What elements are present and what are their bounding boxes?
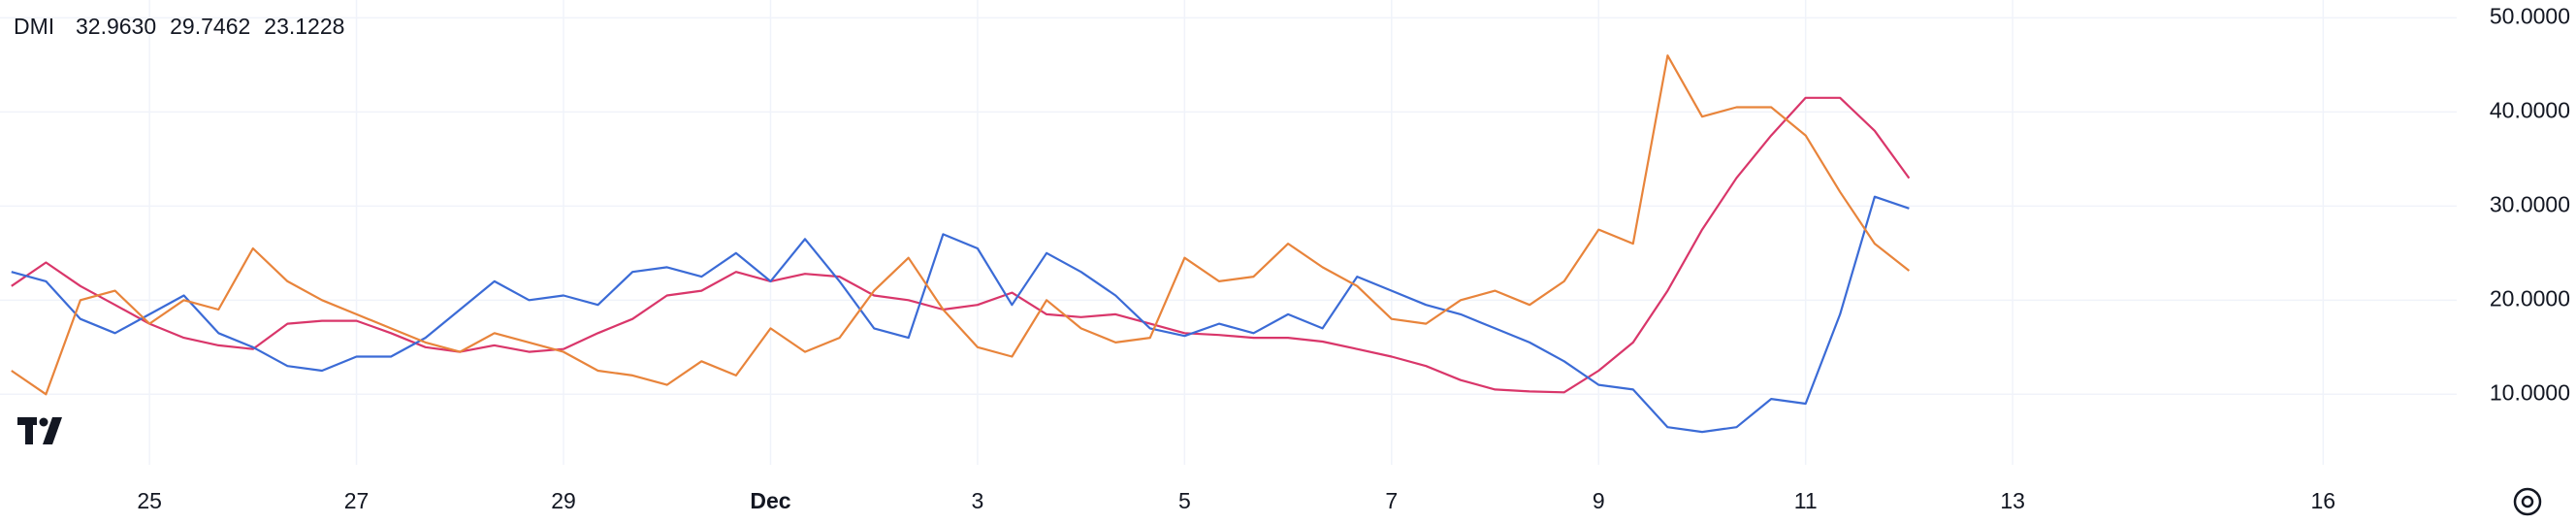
x-tick-label: 5	[1178, 488, 1191, 513]
logo-part	[43, 417, 62, 444]
legend-value: 23.1228	[264, 14, 344, 39]
legend-value: 29.7462	[170, 14, 250, 39]
icon-core[interactable]	[2521, 495, 2534, 508]
x-tick-label: 25	[137, 488, 162, 513]
settings-icon[interactable]	[2513, 487, 2542, 516]
indicator-title: DMI	[14, 14, 54, 39]
x-tick-label: 9	[1593, 488, 1605, 513]
y-tick-label: 50.0000	[2490, 4, 2570, 29]
tradingview-logo	[17, 417, 62, 444]
legend-value: 32.9630	[76, 14, 156, 39]
series-line	[11, 54, 1911, 396]
x-tick-label: 27	[344, 488, 370, 513]
y-tick-label: 30.0000	[2490, 191, 2570, 216]
x-tick-label: 7	[1385, 488, 1398, 513]
x-tick-label: Dec	[750, 488, 790, 513]
x-tick-label: 11	[1794, 488, 1818, 513]
x-tick-label: 29	[551, 488, 576, 513]
y-tick-label: 40.0000	[2490, 97, 2570, 122]
logo-part	[39, 417, 48, 427]
icon-ring[interactable]	[2513, 487, 2542, 516]
y-tick-label: 20.0000	[2490, 285, 2570, 311]
logo-part	[25, 417, 33, 444]
series-line	[11, 195, 1910, 434]
plot: 10.0000 20.0000 30.0000 40.0000 50.0000 25 27 2…	[0, 0, 2570, 513]
x-tick-label: 16	[2311, 488, 2336, 513]
series-line	[11, 96, 1911, 394]
y-tick-label: 10.0000	[2490, 379, 2570, 405]
x-tick-label: 3	[972, 488, 984, 513]
x-tick-label: 13	[2000, 488, 2025, 513]
